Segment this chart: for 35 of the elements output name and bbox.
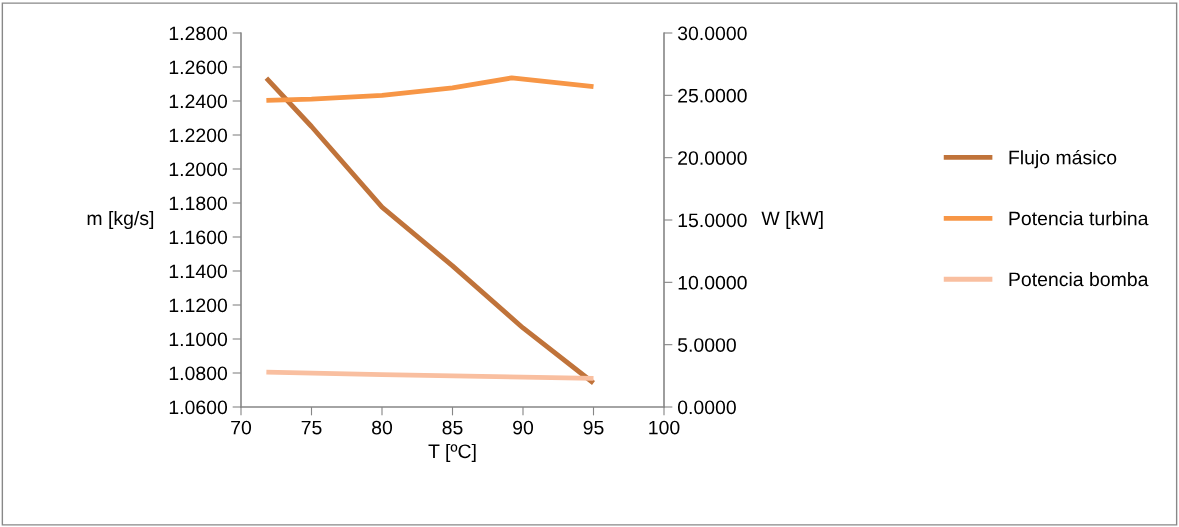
x-tick-label: 85 [442, 420, 463, 435]
y2-tick-label: 20.0000 [678, 151, 747, 165]
y-tick-label: 1.2400 [169, 94, 228, 109]
legend-label: Potencia bomba [1009, 271, 1149, 287]
y2-tick-label: 0.0000 [677, 400, 736, 415]
line-series [263, 75, 596, 386]
y2-tick-label: 10.0000 [678, 275, 747, 290]
y2-tick-label: 30.0000 [677, 26, 747, 41]
y-axis-title: m [kg/s] [87, 210, 154, 230]
x-tick-label: 75 [301, 420, 322, 435]
y-tick-label: 1.0800 [169, 366, 228, 381]
y2-tick-label: 5.0000 [677, 338, 736, 352]
x-axis-title: T [ºC] [428, 443, 476, 462]
y-tick-label: 1.0600 [169, 400, 228, 415]
y2-tick-label: 25.0000 [678, 88, 747, 103]
y-tick-label: 1.1000 [169, 332, 228, 347]
x-tick-label: 70 [231, 420, 252, 435]
x-tick-label: 100 [649, 420, 680, 435]
y-tick-label: 1.1600 [169, 230, 228, 245]
y-tick-label: 1.2600 [169, 60, 228, 75]
y2-tick-label: 15.0000 [678, 213, 747, 228]
legend-label: Flujo másico [1009, 149, 1117, 169]
y-tick-label: 1.1200 [169, 298, 228, 313]
y-tick-label: 1.2200 [169, 128, 228, 143]
x-tick-label: 95 [583, 420, 604, 435]
line-series [263, 75, 596, 103]
y2-axis-title: W [kW] [761, 210, 823, 230]
y-tick-label: 1.2000 [169, 162, 228, 177]
y-tick-label: 1.1400 [169, 264, 228, 279]
x-tick-label: 80 [372, 420, 393, 435]
line-series [263, 369, 596, 381]
legend-label: Potencia turbina [1009, 211, 1149, 226]
x-tick-label: 90 [513, 420, 534, 435]
y-tick-label: 1.1800 [169, 196, 228, 211]
y-tick-label: 1.2800 [169, 26, 228, 41]
